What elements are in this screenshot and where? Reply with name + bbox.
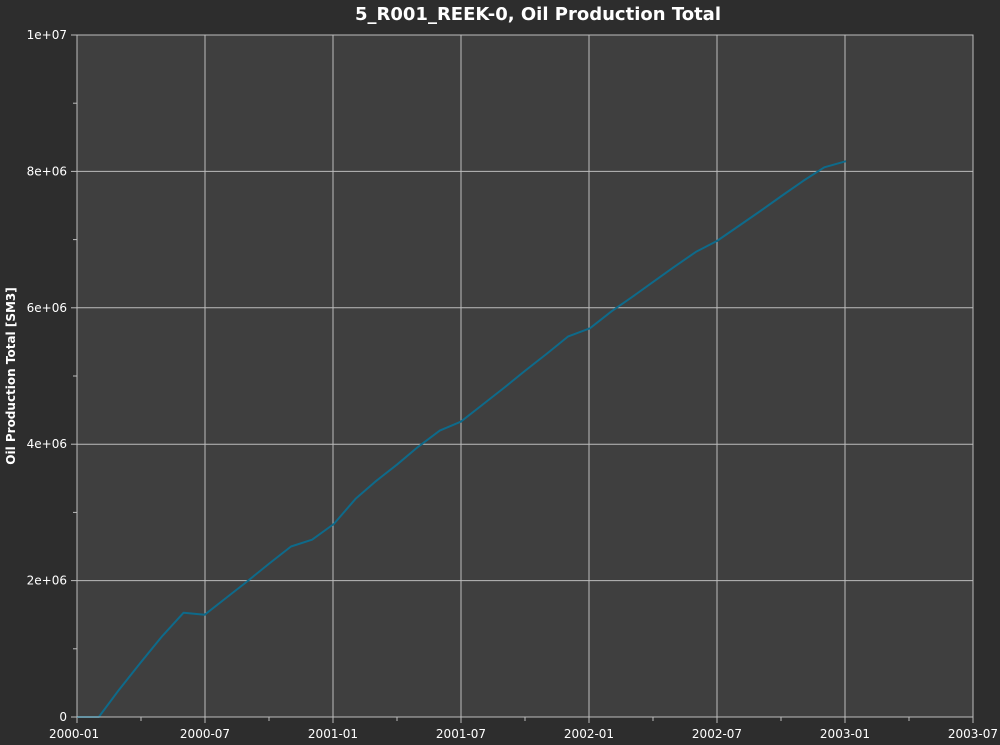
x-tick-label: 2003-07	[948, 727, 998, 741]
x-tick-label: 2000-01	[49, 727, 99, 741]
x-tick-label: 2001-01	[308, 727, 358, 741]
grid-lines	[77, 35, 973, 717]
plot-frame	[76, 34, 974, 718]
y-tick-label: 6e+06	[27, 301, 67, 315]
minor-ticks	[71, 34, 974, 723]
y-axis-label: Oil Production Total [SM3]	[4, 287, 18, 465]
x-tick-labels: 2000-01 2000-07 2001-01 2001-07 2002-01 2002-…	[49, 727, 998, 741]
y-tick-label: 8e+06	[27, 164, 67, 178]
y-tick-label: 2e+06	[27, 574, 67, 588]
x-tick-label: 2001-07	[436, 727, 486, 741]
x-tick-label: 2000-07	[180, 727, 230, 741]
y-tick-labels: 0 2e+06 4e+06 6e+06 8e+06 1e+07	[27, 28, 67, 724]
y-tick-label: 4e+06	[27, 437, 67, 451]
x-tick-label: 2002-01	[564, 727, 614, 741]
series-line-oil-production-total	[77, 160, 847, 718]
plot-area	[77, 35, 973, 717]
y-tick-label: 0	[59, 710, 67, 724]
y-tick-label: 1e+07	[27, 28, 67, 42]
x-tick-label: 2003-01	[820, 727, 870, 741]
x-tick-label: 2002-07	[692, 727, 742, 741]
chart-title: 5_R001_REEK-0, Oil Production Total	[355, 4, 721, 25]
